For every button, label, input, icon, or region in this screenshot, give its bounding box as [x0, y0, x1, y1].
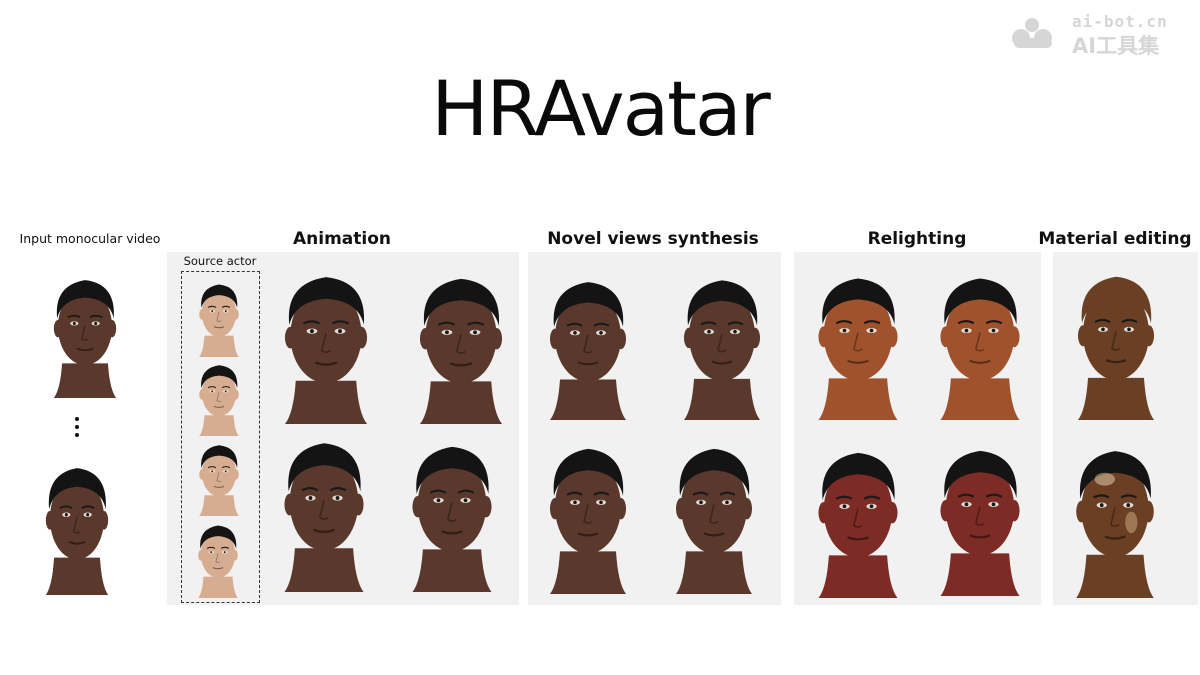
source-actor-2-image [199, 365, 239, 436]
watermark-domain: ai-bot.cn [1072, 12, 1168, 31]
input-frame-2-image [45, 468, 109, 595]
input-frame-1-image [53, 280, 117, 398]
relight-1-image [818, 278, 898, 420]
animation-1-image [284, 277, 368, 424]
novel-view-1-image [550, 282, 626, 420]
source-actor-4-image [198, 525, 238, 598]
animation-label: Animation [292, 229, 391, 249]
page-title: HRAvatar [431, 64, 771, 153]
animation-4-image [412, 446, 492, 592]
material-2-image [1076, 451, 1154, 598]
novel-view-4-image [676, 448, 752, 594]
novel-view-2-image [684, 280, 760, 420]
relight-3-image [818, 452, 898, 598]
source-actor-label: Source actor [183, 254, 257, 268]
watermark-name: AI工具集 [1072, 34, 1160, 58]
source-actor-3-image [199, 445, 239, 516]
animation-2-image [419, 278, 503, 424]
novel-view-3-image [550, 448, 626, 594]
novel-views-label: Novel views synthesis [547, 229, 759, 249]
input-video-label: Input monocular video [19, 231, 161, 246]
source-actor-box [181, 271, 260, 603]
ellipsis-dots [74, 417, 80, 441]
relight-4-image [940, 450, 1020, 596]
watermark-logo-icon [1012, 18, 1052, 48]
source-actor-1-image [199, 284, 239, 357]
watermark: ai-bot.cn AI工具集 [1010, 10, 1195, 58]
relighting-label: Relighting [867, 229, 967, 249]
relight-2-image [940, 278, 1020, 420]
animation-3-image [284, 443, 364, 592]
material-1-image [1078, 276, 1154, 420]
material-editing-label: Material editing [1038, 229, 1192, 249]
